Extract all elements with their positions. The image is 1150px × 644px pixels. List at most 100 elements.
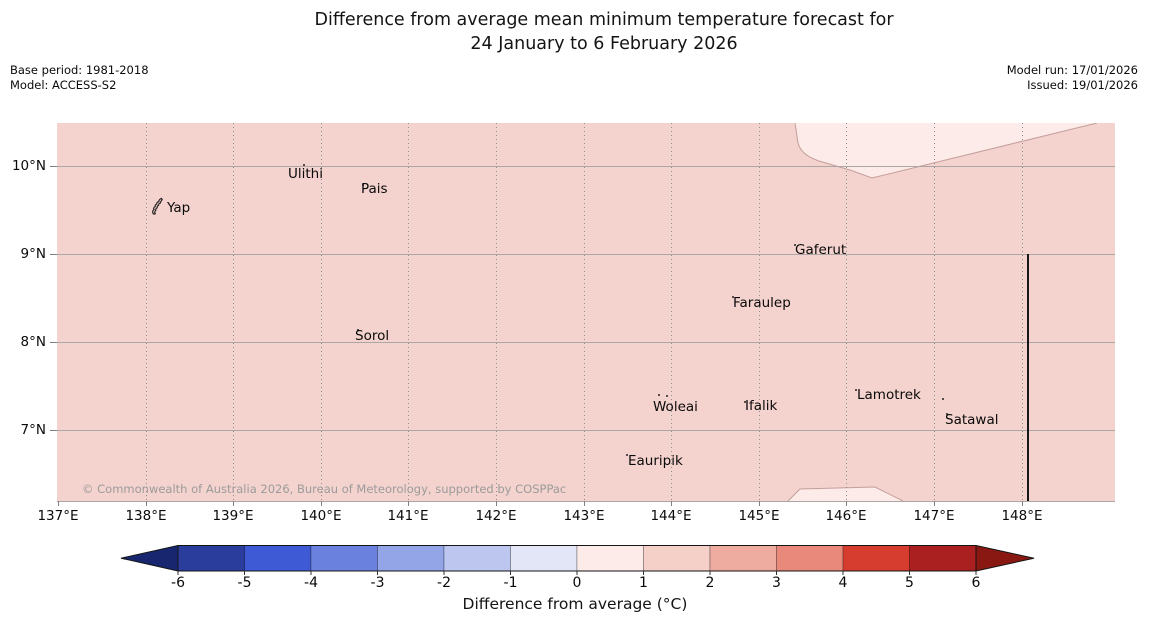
colorbar-tick-label: 3 — [772, 575, 781, 591]
latitude-gridline — [57, 254, 1115, 255]
x-axis-tick-label: 146°E — [825, 508, 867, 524]
contour-line-top — [794, 123, 1098, 179]
colorbar-tick-label: -5 — [237, 575, 252, 591]
colorbar-segment — [709, 545, 777, 572]
x-axis-tick — [1022, 501, 1023, 506]
x-axis-tick — [846, 501, 847, 506]
model-label: Model: ACCESS-S2 — [10, 77, 117, 92]
island-label-woleai: Woleai — [653, 399, 698, 415]
x-axis-tick-label: 142°E — [475, 508, 517, 524]
longitude-gridline — [233, 123, 234, 501]
x-axis-tick — [496, 501, 497, 506]
colorbar-tick-label: 2 — [705, 575, 715, 591]
longitude-gridline — [934, 123, 935, 501]
island-marker-dot — [303, 164, 305, 166]
anomaly-region-bottom — [788, 487, 903, 501]
x-axis-tick-label: 144°E — [650, 508, 692, 524]
longitude-gridline — [496, 123, 497, 501]
meridian-148e-line — [1027, 254, 1029, 501]
x-axis-tick — [58, 501, 59, 506]
x-axis-tick — [759, 501, 760, 506]
y-axis-tick-label: 7°N — [20, 422, 46, 438]
x-axis-tick — [146, 501, 147, 506]
colorbar-right-arrow — [975, 544, 1035, 572]
y-axis-tick-label: 9°N — [20, 246, 46, 262]
x-axis-tick — [408, 501, 409, 506]
x-axis-tick — [321, 501, 322, 506]
island-marker-dot — [362, 184, 364, 186]
y-axis-tick — [50, 342, 57, 343]
colorbar-tick-label: -1 — [503, 575, 518, 591]
island-marker-dot — [626, 454, 628, 456]
map-area: Yap Ulithi Pais Sorol Gaferut Faraulep Woleai I… — [57, 123, 1115, 502]
y-axis-tick — [50, 254, 57, 255]
longitude-gridline — [846, 123, 847, 501]
longitude-gridline — [759, 123, 760, 501]
island-marker-dot — [855, 389, 857, 391]
x-axis-tick-label: 147°E — [913, 508, 955, 524]
island-marker-dot — [942, 398, 944, 400]
colorbar-tick-label: -6 — [171, 575, 185, 591]
colorbar-segment — [510, 545, 578, 572]
anomaly-region-top — [795, 123, 1097, 178]
latitude-gridline — [57, 430, 1115, 431]
x-axis-tick — [934, 501, 935, 506]
island-label-satawal: Satawal — [945, 412, 999, 428]
colorbar-segment — [310, 545, 378, 572]
island-marker-dot — [666, 395, 668, 397]
island-marker-dot — [658, 394, 660, 396]
island-label-eauripik: Eauripik — [628, 453, 683, 469]
island-marker-dot — [946, 413, 948, 415]
x-axis-tick — [233, 501, 234, 506]
x-axis-tick-label: 148°E — [1001, 508, 1043, 524]
model-run-label: Model run: 17/01/2026 — [1006, 63, 1138, 77]
island-marker-dot — [794, 244, 796, 246]
colorbar-tick-label: 6 — [971, 575, 981, 591]
colorbar-segment — [842, 545, 910, 572]
base-period-label: Base period: 1981-2018 — [10, 63, 149, 77]
y-axis-tick — [50, 166, 57, 167]
colorbar — [120, 544, 1035, 577]
anomaly-contour-fills — [787, 123, 1098, 501]
island-label-lamotrek: Lamotrek — [857, 387, 921, 403]
colorbar-segment — [443, 545, 511, 572]
x-axis-tick-label: 143°E — [563, 508, 605, 524]
x-axis-tick-label: 145°E — [738, 508, 780, 524]
meta-right: Model run: 17/01/2026 Issued: 19/01/2026 — [1007, 63, 1138, 92]
island-marker-dot — [744, 401, 746, 403]
longitude-gridline — [408, 123, 409, 501]
title-line2: 24 January to 6 February 2026 — [470, 34, 738, 54]
island-label-ifalik: Ifalik — [745, 398, 778, 414]
longitude-gridline — [1022, 123, 1023, 501]
island-label-faraulep: Faraulep — [733, 295, 791, 311]
colorbar-segment — [576, 545, 644, 572]
island-label-yap: Yap — [167, 200, 191, 216]
colorbar-tick-label: -3 — [370, 575, 385, 591]
colorbar-tick-label: -2 — [437, 575, 451, 591]
island-label-pais: Pais — [361, 181, 388, 197]
latitude-gridline — [57, 342, 1115, 343]
colorbar-tick-label: 4 — [838, 575, 848, 591]
x-axis-tick-label: 140°E — [300, 508, 342, 524]
colorbar-tick-label: 1 — [639, 575, 648, 591]
longitude-gridline — [321, 123, 322, 501]
yap-island-icon — [150, 197, 165, 220]
colorbar-left-arrow — [120, 544, 179, 572]
island-label-ulithi: Ulithi — [288, 166, 323, 182]
copyright-text: © Commonwealth of Australia 2026, Bureau… — [82, 482, 567, 496]
island-marker-dot — [357, 329, 359, 331]
colorbar-segment — [643, 545, 711, 572]
x-axis-tick-label: 137°E — [37, 508, 79, 524]
island-label-sorol: Sorol — [355, 328, 390, 344]
longitude-gridline — [584, 123, 585, 501]
island-label-gaferut: Gaferut — [795, 242, 847, 258]
issued-label: Issued: 19/01/2026 — [1027, 77, 1138, 92]
page-title: Difference from average mean minimum tem… — [58, 8, 1150, 56]
x-axis-tick — [584, 501, 585, 506]
x-axis-tick — [671, 501, 672, 506]
island-marker-dot — [732, 296, 734, 298]
y-axis-tick-label: 8°N — [20, 334, 46, 350]
colorbar-segment — [244, 545, 312, 572]
colorbar-tick-label: -4 — [304, 575, 318, 591]
contour-line-bottom — [787, 486, 904, 501]
